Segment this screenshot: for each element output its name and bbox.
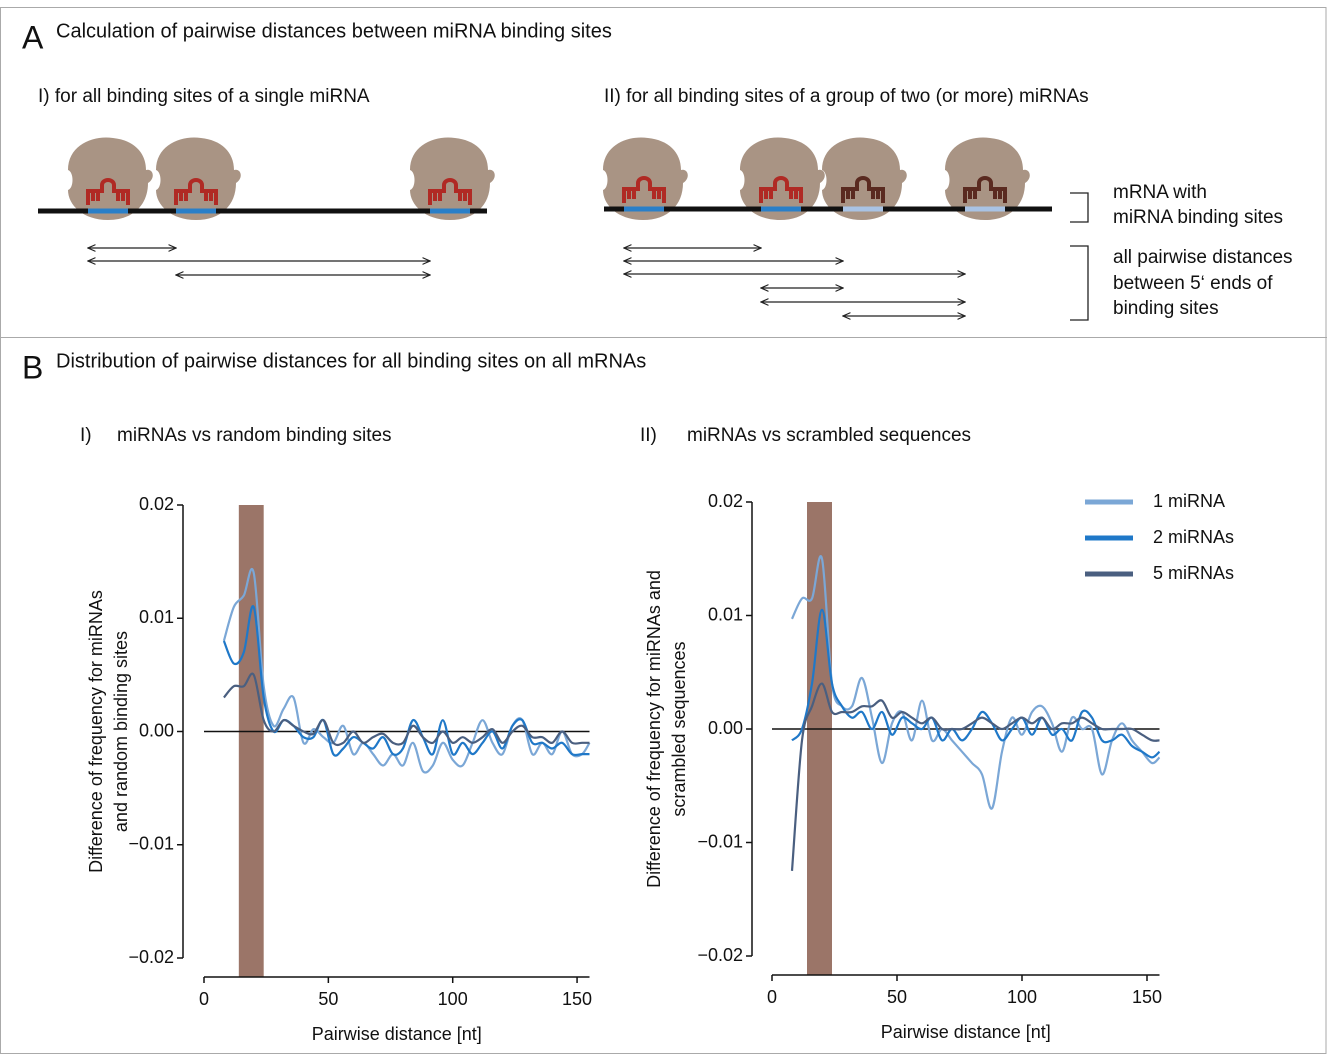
series-line	[791, 608, 1161, 759]
series-line	[222, 568, 591, 774]
subtitle: II) for all binding sites of a group of …	[604, 86, 1089, 107]
series-line	[223, 672, 590, 747]
y-axis-label: scrambled sequences	[669, 641, 689, 816]
distance-arrows	[624, 248, 965, 316]
x-axis-label: Pairwise distance [nt]	[881, 1022, 1051, 1042]
chart-title: miRNAs vs random binding sites	[117, 425, 392, 446]
panel-label: I)	[80, 425, 92, 446]
y-axis-label: and random binding sites	[111, 631, 131, 832]
diagram-group	[603, 137, 1052, 316]
panel-label: II)	[640, 425, 657, 446]
series-line	[222, 605, 590, 757]
y-tick-label: 0.02	[139, 494, 174, 514]
frame	[0, 7, 1327, 1054]
x-tick-label: 0	[199, 989, 209, 1009]
y-tick-label: −0.01	[128, 834, 174, 854]
legend-text: miRNA binding sites	[1113, 207, 1283, 228]
y-tick-label: 0.01	[139, 607, 174, 627]
x-tick-label: 50	[318, 989, 338, 1009]
y-tick-label: 0.00	[708, 718, 743, 738]
chart-title: miRNAs vs scrambled sequences	[687, 425, 971, 446]
legend-label: 1 miRNA	[1153, 491, 1225, 511]
y-tick-label: −0.02	[697, 945, 743, 965]
y-tick-label: −0.02	[128, 947, 174, 967]
y-axis-label: Difference of frequency for miRNAs and	[644, 570, 664, 888]
legend-label: 2 miRNAs	[1153, 527, 1234, 547]
distance-arrows	[88, 248, 430, 275]
x-tick-label: 150	[1132, 987, 1162, 1007]
panel-letter: A	[22, 19, 44, 55]
bracket	[1070, 192, 1089, 321]
legend-text: binding sites	[1113, 298, 1219, 319]
highlight-band	[807, 502, 832, 975]
panel-title: Calculation of pairwise distances betwee…	[56, 20, 612, 42]
x-tick-label: 150	[562, 989, 592, 1009]
y-tick-label: 0.02	[708, 491, 743, 511]
y-tick-label: 0.00	[139, 720, 174, 740]
panel-letter: B	[22, 349, 43, 385]
x-tick-label: 50	[887, 987, 907, 1007]
legend-text: mRNA with	[1113, 182, 1207, 203]
y-tick-label: −0.01	[697, 831, 743, 851]
x-tick-label: 100	[438, 989, 468, 1009]
x-axis-label: Pairwise distance [nt]	[312, 1024, 482, 1044]
y-axis-label: Difference of frequency for miRNAs	[86, 590, 106, 873]
subtitle: I) for all binding sites of a single miR…	[38, 86, 370, 107]
legend-text: all pairwise distances	[1113, 247, 1293, 268]
legend-label: 5 miRNAs	[1153, 563, 1234, 583]
highlight-band	[238, 505, 264, 977]
x-tick-label: 100	[1007, 987, 1037, 1007]
legend-text: between 5‘ ends of	[1113, 273, 1273, 294]
x-tick-label: 0	[767, 987, 777, 1007]
series-line	[790, 682, 1160, 871]
y-tick-label: 0.01	[708, 604, 743, 624]
series-line	[791, 555, 1161, 810]
panel-title: Distribution of pairwise distances for a…	[56, 350, 646, 372]
diagram-single	[38, 137, 495, 275]
